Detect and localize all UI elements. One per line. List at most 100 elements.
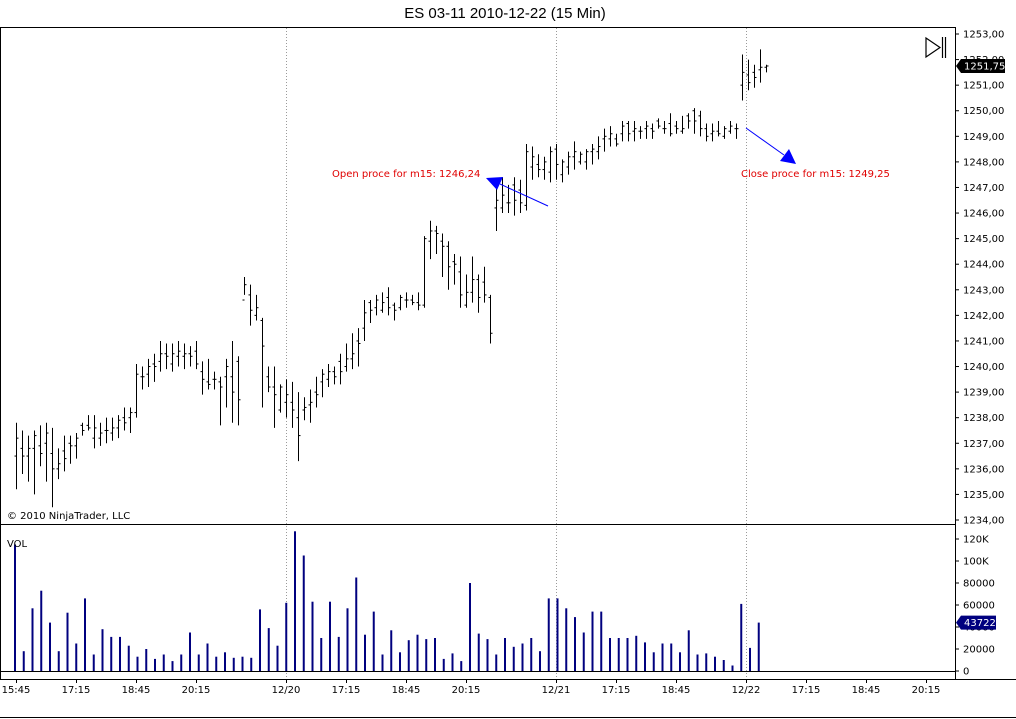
volume-bar-82 [731, 665, 734, 671]
ohlc-bar-77 [476, 274, 481, 313]
ohlc-bar-43 [272, 366, 277, 428]
volume-bar-30 [276, 645, 279, 671]
time-tick-label-6: 18:45 [392, 685, 421, 696]
ohlc-bar-82 [506, 184, 511, 214]
volume-bars [0, 531, 955, 672]
ohlc-bar-112 [686, 113, 691, 129]
ohlc-bar-51 [320, 369, 325, 398]
volume-bar-48 [434, 638, 436, 671]
ohlc-bar-72 [446, 241, 451, 290]
ohlc-bar-25 [164, 343, 169, 370]
volume-label: VOL [7, 539, 28, 550]
ohlc-bar-42 [266, 366, 271, 393]
time-tick-label-9: 17:15 [602, 685, 631, 696]
ohlc-bar-124 [758, 49, 763, 83]
ohlc-bar-68 [422, 236, 427, 308]
volume-bar-84 [749, 647, 751, 671]
price-tick-label-15: 1238,00 [963, 413, 1004, 424]
volume-bar-0 [14, 544, 16, 671]
volume-bar-69 [617, 638, 620, 671]
price-axis: 1253,001252,001251,001250,001249,001248,… [955, 30, 1004, 527]
time-tick-label-12: 17:15 [792, 685, 821, 696]
volume-bar-47 [425, 639, 428, 671]
volume-tick-label-1: 100K [963, 557, 989, 568]
time-axis: 15:45 17:15 18:45 20:15 12/20 17:15 18:45 20:15… [2, 679, 940, 696]
volume-bar-34 [311, 601, 314, 671]
ohlc-bar-33 [212, 371, 217, 390]
time-tick-label-7: 20:15 [452, 685, 481, 696]
volume-bar-68 [609, 638, 611, 671]
price-tick-label-11: 1242,00 [963, 311, 1004, 322]
ohlc-bar-71 [440, 233, 445, 277]
time-tick-label-3: 20:15 [182, 685, 211, 696]
ohlc-bar-46 [290, 381, 295, 428]
volume-bar-49 [442, 658, 445, 671]
volume-bar-79 [705, 653, 708, 671]
volume-bar-8 [84, 598, 86, 671]
volume-bar-50 [451, 653, 454, 671]
time-tick-label-8: 12/21 [542, 685, 571, 696]
volume-bar-67 [600, 611, 603, 671]
volume-bar-1 [22, 651, 25, 671]
volume-bar-9 [92, 654, 95, 671]
session-breaks [286, 28, 747, 679]
volume-bar-22 [206, 643, 209, 671]
volume-bar-51 [460, 661, 463, 671]
ohlc-bar-40 [254, 294, 259, 321]
ohlc-bar-58 [362, 300, 367, 341]
ohlc-bar-65 [404, 292, 409, 308]
ohlc-bar-89 [548, 146, 553, 183]
ohlc-bar-59 [368, 300, 373, 324]
svg-text:1251,75: 1251,75 [964, 61, 1005, 72]
volume-bar-17 [162, 654, 165, 671]
scroll-to-end-icon[interactable] [920, 34, 950, 62]
volume-bar-55 [495, 654, 498, 671]
volume-bar-18 [171, 661, 174, 671]
ohlc-bar-69 [428, 220, 433, 260]
volume-bar-61 [547, 598, 550, 671]
ohlc-bar-30 [194, 340, 199, 370]
ohlc-bar-98 [602, 128, 607, 152]
ohlc-bar-31 [200, 361, 205, 395]
time-tick-label-1: 17:15 [62, 685, 91, 696]
ohlc-bar-57 [356, 328, 361, 367]
ohlc-bar-104 [638, 126, 643, 139]
ohlc-bar-75 [464, 274, 469, 308]
volume-bar-24 [224, 652, 226, 671]
ohlc-bar-44 [278, 384, 283, 413]
volume-bar-76 [679, 652, 681, 671]
ohlc-bar-66 [410, 294, 415, 306]
last-volume-tag: 43722 [956, 615, 996, 630]
volume-bar-64 [574, 617, 576, 671]
ohlc-bar-110 [674, 120, 679, 134]
ohlc-bar-102 [626, 120, 631, 142]
volume-bar-81 [722, 660, 725, 671]
ohlc-bar-92 [566, 151, 571, 175]
price-tick-label-14: 1239,00 [963, 388, 1004, 399]
ohlc-bar-32 [206, 358, 211, 390]
ohlc-bar-74 [458, 256, 463, 308]
ohlc-bar-24 [158, 340, 163, 372]
ohlc-bar-15 [104, 417, 109, 444]
ohlc-bar-88 [542, 156, 547, 180]
ohlc-bar-118 [722, 126, 727, 139]
time-tick-label-11: 12/22 [732, 685, 761, 696]
ohlc-bar-67 [416, 292, 421, 311]
volume-bar-35 [320, 638, 323, 671]
ohlc-bar-122 [746, 59, 751, 91]
ohlc-bar-28 [182, 343, 187, 370]
ohlc-bar-97 [596, 136, 601, 160]
volume-bar-40 [364, 634, 366, 671]
volume-bar-15 [145, 649, 148, 671]
volume-bar-46 [416, 634, 419, 671]
volume-bar-38 [346, 608, 349, 671]
ohlc-bar-16 [110, 417, 115, 441]
volume-bar-14 [136, 656, 139, 671]
time-tick-label-0: 15:45 [2, 685, 31, 696]
ohlc-bar-36 [230, 340, 235, 423]
volume-bar-6 [66, 612, 69, 671]
price-tick-label-19: 1234,00 [963, 516, 1004, 527]
volume-bar-42 [381, 654, 384, 671]
ohlc-bar-34 [218, 376, 223, 426]
ohlc-bar-63 [392, 302, 397, 321]
